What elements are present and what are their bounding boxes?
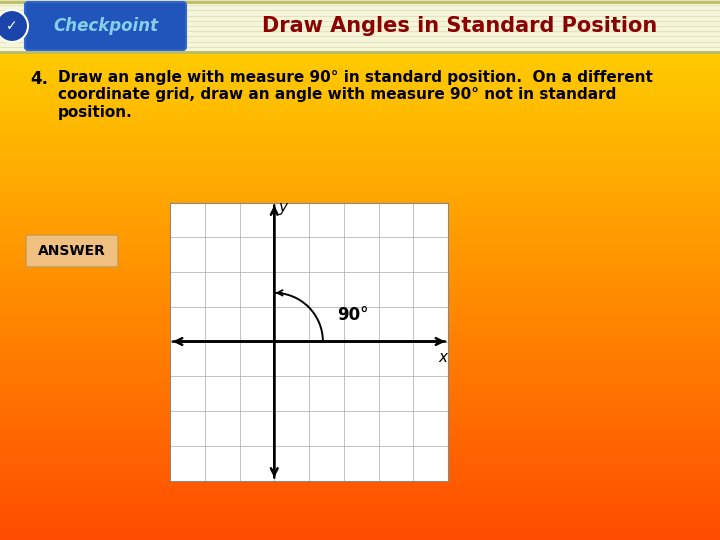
FancyBboxPatch shape [25, 2, 186, 50]
Text: ANSWER: ANSWER [38, 244, 106, 258]
Text: 90°: 90° [337, 306, 369, 325]
Text: x: x [438, 349, 447, 364]
Text: Draw Angles in Standard Position: Draw Angles in Standard Position [262, 16, 657, 36]
Text: Checkpoint: Checkpoint [53, 17, 158, 35]
Text: 4.: 4. [30, 70, 48, 88]
Text: y: y [279, 200, 287, 215]
FancyBboxPatch shape [26, 235, 118, 267]
Text: ✓: ✓ [6, 19, 18, 33]
Bar [0, 0, 720, 52]
Text: Draw an angle with measure 90° in standard position.  On a different
coordinate : Draw an angle with measure 90° in standa… [58, 70, 653, 120]
Circle shape [0, 10, 28, 42]
